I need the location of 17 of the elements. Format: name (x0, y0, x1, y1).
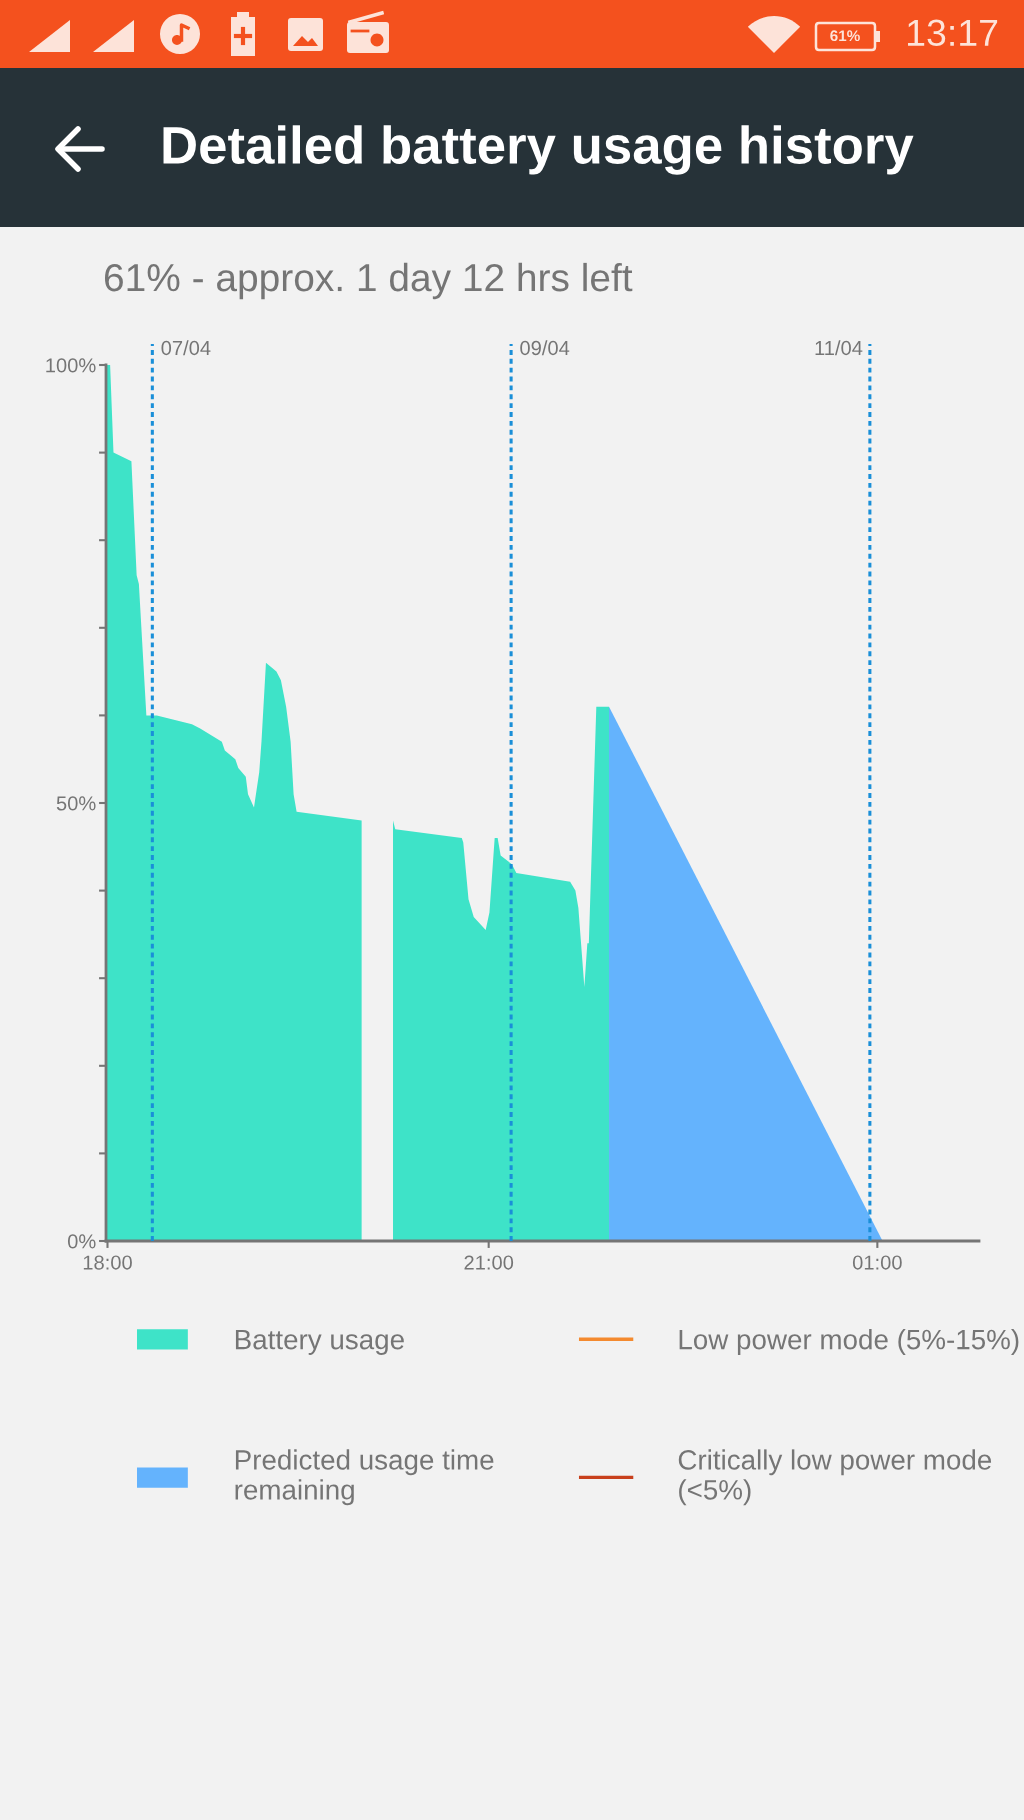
text: 13:17 (908, 19, 998, 47)
legend-label: Battery usage (235, 1330, 404, 1355)
legend-label: Predicted usage time remaining (235, 1449, 494, 1506)
x-tick-label: 01:00 (852, 1255, 902, 1270)
chart-subtitle: 61% - approx. 1 day 12 hrs left (104, 262, 633, 300)
ref-line-label: 09/04 (520, 340, 570, 356)
legend-label: Low power mode (5%-15%) (679, 1329, 1019, 1355)
y-tick-label: 100% (46, 358, 96, 373)
y-tick-label: 50% (56, 796, 96, 811)
legend-label: Critically low power mode (<5%) (678, 1449, 992, 1506)
y-tick-label: 0% (67, 1234, 96, 1249)
x-tick-label: 21:00 (464, 1255, 514, 1270)
ref-line-label: 07/04 (161, 340, 211, 356)
text: 61% (830, 30, 860, 42)
x-tick-label: 18:00 (83, 1255, 132, 1270)
ref-line-label: 11/04 (815, 340, 863, 356)
chart-title: Detailed battery usage history (163, 125, 914, 175)
